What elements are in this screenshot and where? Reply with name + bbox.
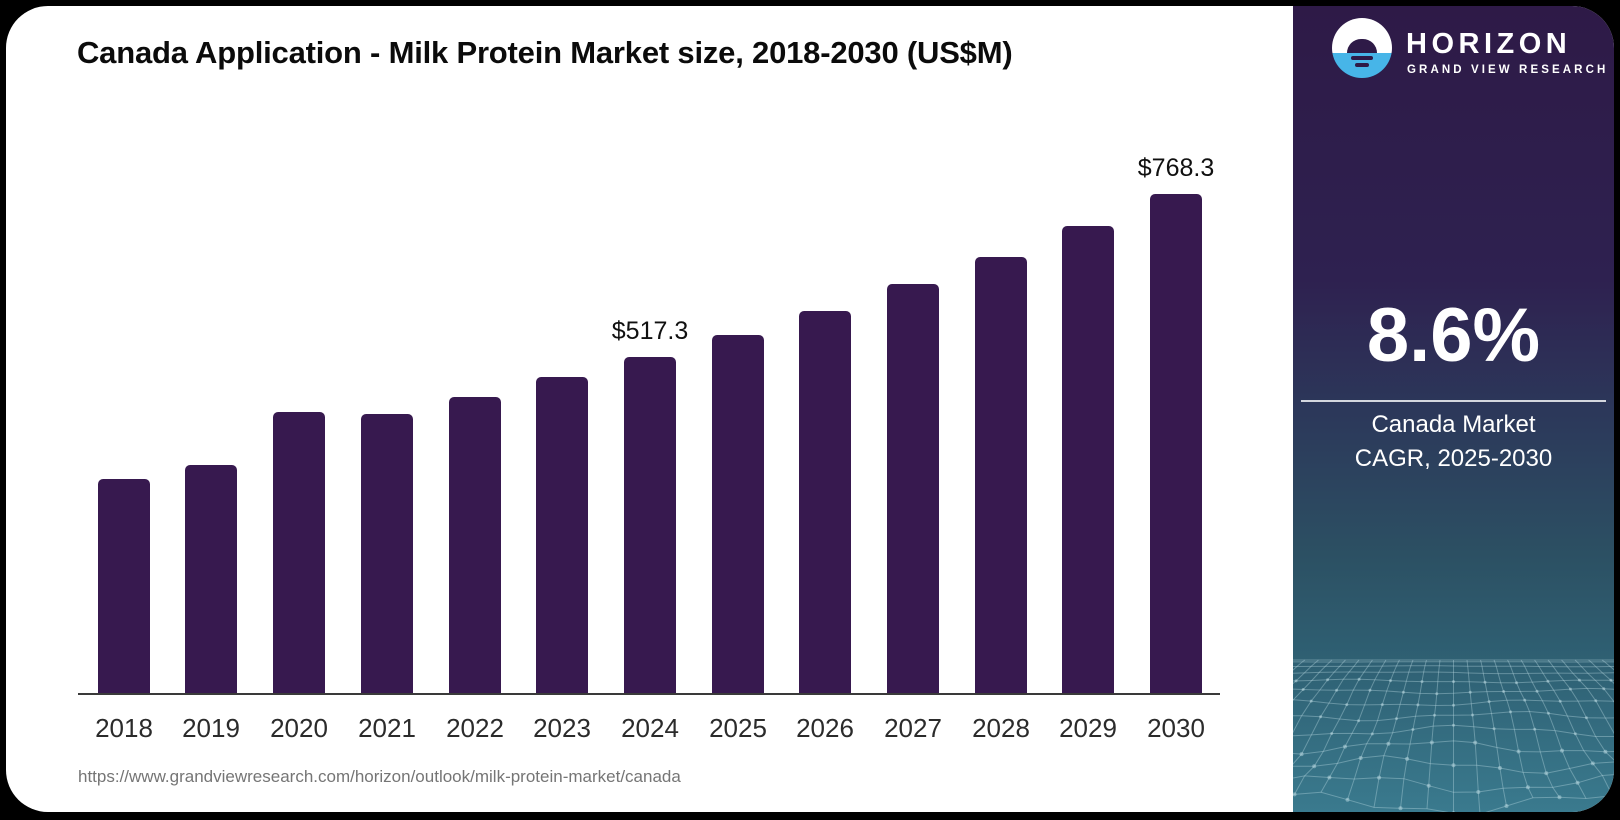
x-axis-label-2022: 2022	[446, 713, 504, 743]
x-axis-label-2019: 2019	[182, 713, 240, 743]
x-axis-label-2018: 2018	[95, 713, 153, 743]
bar-2020	[273, 412, 325, 693]
sun-icon	[1347, 39, 1377, 53]
data-label-2030: $768.3	[1137, 154, 1215, 182]
bar-2021	[361, 414, 413, 693]
bar-2024	[624, 357, 676, 693]
source-url: https://www.grandviewresearch.com/horizo…	[78, 767, 681, 786]
horizon-reflection-line	[1351, 56, 1373, 60]
brand-name: HORIZON	[1406, 28, 1572, 60]
horizon-logo sun-over-horizon-icon	[1332, 18, 1392, 78]
x-axis-label-2025: 2025	[709, 713, 767, 743]
brand-panel: HORIZON GRAND VIEW RESEARCH 8.6% Canada …	[1133, 6, 1614, 812]
bar-2025	[712, 335, 764, 693]
chart-title: Canada Application - Milk Protein Market…	[77, 35, 1013, 70]
x-axis-label-2029: 2029	[1059, 713, 1117, 743]
x-axis-line	[78, 693, 1220, 695]
x-axis-label-2020: 2020	[270, 713, 328, 743]
bar-2019	[185, 465, 237, 693]
wireframe-mesh-decoration	[1133, 654, 1614, 812]
bar-2030	[1150, 194, 1202, 693]
horizon-reflection-line	[1355, 63, 1369, 67]
x-axis-label-2027: 2027	[884, 713, 942, 743]
brand-subtitle: GRAND VIEW RESEARCH	[1407, 64, 1609, 76]
x-axis-label-2030: 2030	[1147, 713, 1205, 743]
x-axis-label-2021: 2021	[358, 713, 416, 743]
x-axis-label-2023: 2023	[533, 713, 591, 743]
bar-2026	[799, 311, 851, 693]
cagr-caption-line2: CAGR, 2025-2030	[1354, 445, 1553, 472]
cagr-value: 8.6%	[1366, 293, 1541, 378]
bar-chart-plot-area: 2018 2019 2020 2021 2022 2023 2024 $517.3 2025 20…	[6, 6, 1293, 812]
bar-2022	[449, 397, 501, 693]
infographic-card: Canada Application - Milk Protein Market…	[6, 6, 1614, 812]
bar-2027	[887, 284, 939, 693]
bar-2028	[975, 257, 1027, 693]
bar-2018	[98, 479, 150, 693]
cagr-caption-line1: Canada Market	[1371, 411, 1536, 438]
x-axis-label-2028: 2028	[972, 713, 1030, 743]
x-axis-label-2026: 2026	[796, 713, 854, 743]
stat-divider	[1301, 400, 1606, 402]
bar-2029	[1062, 226, 1114, 693]
data-label-2024: $517.3	[611, 317, 689, 345]
cagr-caption: Canada Market CAGR, 2025-2030	[1293, 408, 1614, 476]
bar-2023	[536, 377, 588, 693]
x-axis-label-2024: 2024	[621, 713, 679, 743]
